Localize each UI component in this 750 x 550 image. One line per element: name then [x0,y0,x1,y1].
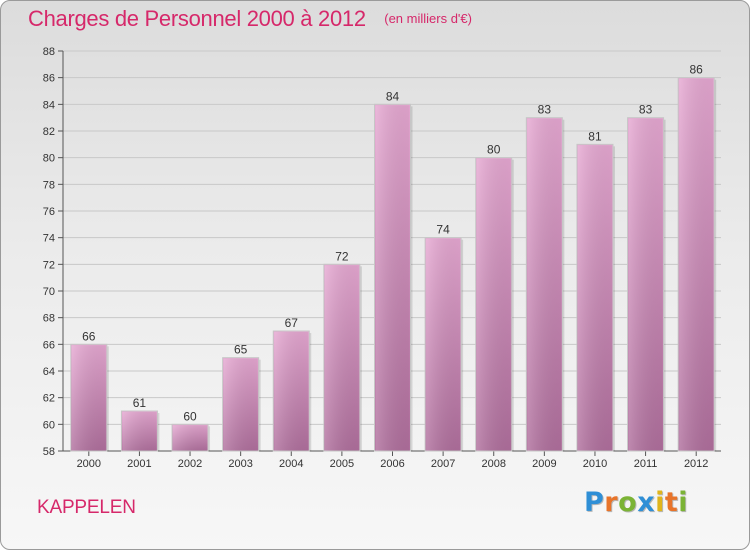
y-tick-label: 72 [43,259,55,271]
data-label: 74 [436,223,450,237]
data-label: 83 [538,103,552,117]
bar-highlight [324,265,359,451]
bar-highlight [628,118,663,452]
y-tick-label: 86 [43,73,55,85]
logo-letter: i [655,487,665,518]
y-tick-label: 64 [43,366,55,378]
chart-title: Charges de Personnel 2000 à 2012 [28,6,366,31]
data-label: 80 [487,143,501,157]
data-label: 81 [588,129,602,143]
bar-highlight [122,412,157,451]
x-tick-label: 2004 [279,458,303,470]
title-row: Charges de Personnel 2000 à 2012 (en mil… [28,6,472,32]
x-tick-label: 2011 [634,458,658,470]
x-tick-label: 2000 [77,458,101,470]
x-tick-label: 2007 [431,458,455,470]
logo-letter: o [618,487,638,518]
logo-letter: P [584,487,605,518]
y-tick-label: 76 [43,206,55,218]
logo-letter: r [604,487,619,518]
bar-highlight [679,78,714,452]
data-label: 61 [133,396,147,410]
location-name: KAPPELEN [37,497,136,518]
x-tick-label: 2010 [583,458,607,470]
logo-letter: t [664,487,679,518]
x-tick-label: 2005 [330,458,354,470]
data-label: 84 [386,89,400,103]
data-label: 65 [234,343,248,357]
bar-highlight [426,238,461,451]
proxiti-logo: Proxiti [584,487,688,518]
bar-highlight [223,358,258,451]
y-tick-label: 78 [43,179,55,191]
y-tick-label: 74 [43,233,55,245]
bar-highlight [274,332,309,451]
data-label: 66 [82,329,96,343]
y-tick-label: 68 [43,313,55,325]
data-label: 60 [183,409,197,423]
y-tick-label: 62 [43,393,55,405]
x-tick-label: 2002 [178,458,202,470]
x-tick-label: 2008 [481,458,505,470]
bar-highlight [476,158,511,451]
bar-highlight [173,425,208,451]
y-tick-label: 84 [43,99,55,111]
chart-subtitle: (en milliers d'€) [384,11,472,26]
y-tick-label: 88 [43,46,55,58]
logo-letter: i [678,487,689,518]
bar-highlight [577,145,612,452]
x-tick-label: 2001 [127,458,151,470]
y-tick-label: 70 [43,286,55,298]
x-tick-label: 2003 [228,458,252,470]
bar-highlight [375,105,410,451]
x-tick-label: 2009 [532,458,556,470]
y-tick-label: 66 [43,339,55,351]
data-label: 83 [639,103,653,117]
y-tick-label: 60 [43,419,55,431]
bar-highlight [71,345,106,451]
data-label: 72 [335,249,349,263]
y-tick-label: 58 [43,446,55,458]
data-label: 86 [690,63,704,77]
logo-letter: x [637,487,656,518]
x-tick-label: 2012 [684,458,708,470]
bar-highlight [527,118,562,452]
x-tick-label: 2006 [380,458,404,470]
y-tick-label: 80 [43,153,55,165]
data-label: 67 [285,316,299,330]
y-tick-label: 82 [43,126,55,138]
